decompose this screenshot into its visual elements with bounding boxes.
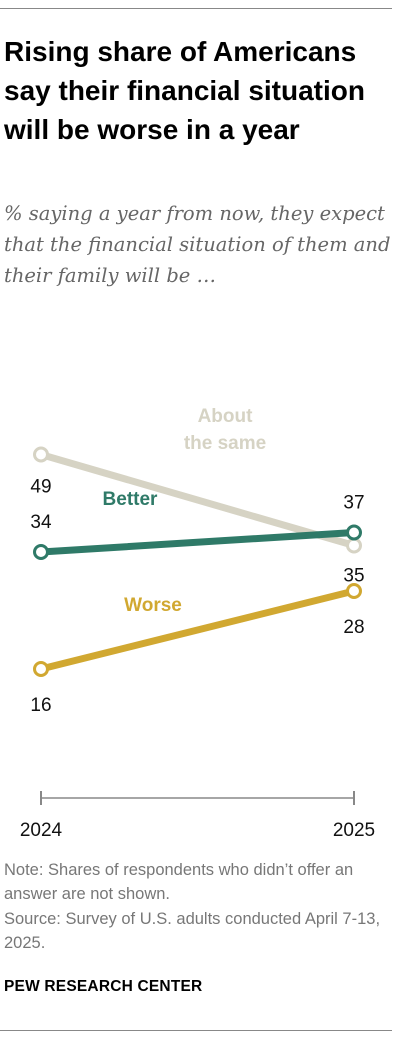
x-tick-label-0: 2024 <box>20 820 63 841</box>
data-point-2-0 <box>33 661 49 677</box>
series-line-1 <box>37 529 358 556</box>
value-label-1-0: 34 <box>30 512 52 533</box>
x-tick-label-1: 2025 <box>333 820 375 841</box>
chart-note: Note: Shares of respondents who didn’t o… <box>4 861 354 903</box>
value-label-2-1: 28 <box>343 617 364 638</box>
series-label-0-1: the same <box>184 433 266 454</box>
data-point-1-0 <box>33 544 49 560</box>
slope-chart: 49 35 About the same 34 37 Better 16 28 Worse 2024… <box>20 406 375 841</box>
data-point-0-0 <box>33 446 49 463</box>
series-line-0 <box>37 451 358 549</box>
value-label-0-1: 35 <box>343 566 364 587</box>
value-label-2-0: 16 <box>30 695 51 716</box>
data-point-2-1 <box>346 583 362 599</box>
pew-credit: PEW RESEARCH CENTER <box>4 978 203 995</box>
data-point-0-1 <box>346 537 362 554</box>
value-label-0-0: 49 <box>30 477 51 498</box>
series-line-2 <box>37 587 358 673</box>
chart-source: Source: Survey of U.S. adults conducted … <box>4 910 381 952</box>
data-point-1-1 <box>346 524 362 541</box>
bottom-rule <box>0 1030 392 1031</box>
value-label-1-1: 37 <box>343 493 364 514</box>
chart-title: Rising share of Americans say their fina… <box>4 36 365 145</box>
chart-subtitle: % saying a year from now, they expect th… <box>4 202 391 287</box>
series-label-2-0: Worse <box>124 595 182 616</box>
top-rule <box>0 8 392 9</box>
series-label-1-0: Better <box>103 489 159 510</box>
series-label-0-0: About <box>198 406 254 427</box>
